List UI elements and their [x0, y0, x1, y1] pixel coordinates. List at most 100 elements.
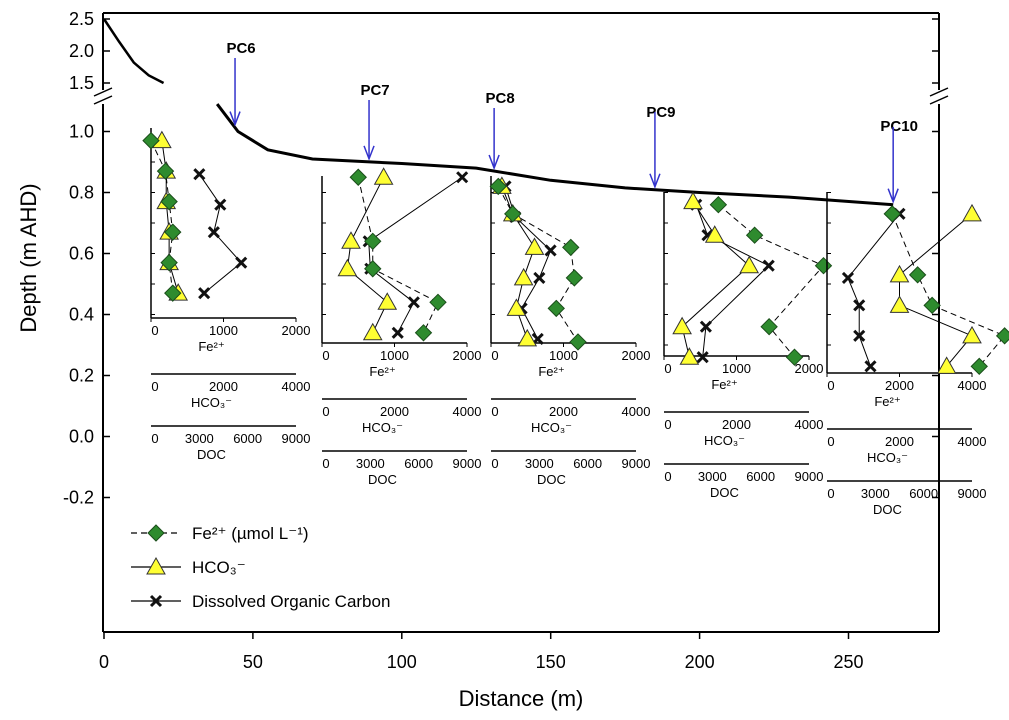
x-tick-label: 250: [833, 652, 863, 672]
doc-marker: [456, 171, 469, 184]
x-tick-label: 0: [99, 652, 109, 672]
hco3-axis-tick-label: 0: [322, 404, 329, 419]
hco3-axis-tick-label: 4000: [453, 404, 482, 419]
fe-marker: [349, 168, 367, 186]
fe-marker: [429, 293, 447, 312]
doc-axis-title: DOC: [197, 447, 226, 462]
doc-marker: [762, 259, 775, 272]
hco3-axis-title: HCO₃⁻: [531, 420, 572, 435]
legend: Fe²⁺ (µmol L⁻¹) HCO₃⁻ Dissolved Organic Ca…: [131, 524, 390, 611]
hco3-marker: [517, 328, 538, 347]
fe-axis-tick-label: 1000: [380, 348, 409, 363]
doc-marker: [853, 329, 866, 342]
hco3-axis-tick-label: 2000: [722, 417, 751, 432]
hco3-marker: [373, 167, 394, 185]
doc-marker: [193, 168, 206, 181]
fe-axis-tick-label: 1000: [722, 361, 751, 376]
hco3-marker: [889, 295, 910, 313]
legend-label: Dissolved Organic Carbon: [192, 592, 390, 611]
core-arrow-head: [363, 145, 375, 161]
doc-marker: [544, 244, 557, 257]
y-tick-label: 0.2: [69, 366, 94, 386]
hco3-marker: [683, 191, 703, 210]
legend-label: Fe²⁺ (µmol L⁻¹): [192, 524, 309, 543]
doc-axis-tick-label: 3000: [698, 469, 727, 484]
doc-axis-tick-label: 6000: [404, 456, 433, 471]
hco3-axis-tick-label: 4000: [622, 404, 651, 419]
hco3-marker: [962, 325, 982, 344]
hco3-axis-tick-label: 4000: [282, 379, 311, 394]
core-pc10: PC10 0 2000 4000 Fe²⁺ 0 2000 4000 HCO₃⁻ 0 3000 6000…: [826, 118, 1009, 517]
hco3-axis-tick-label: 0: [827, 434, 834, 449]
doc-axis-tick-label: 3000: [356, 456, 385, 471]
x-axis: 0 50 100 150 200 250: [99, 632, 864, 672]
fe-marker: [156, 162, 175, 180]
doc-axis-tick-label: 0: [664, 469, 671, 484]
core-pc6: PC6 0 1000 2000 Fe²⁺ 0 2000 4000 HCO₃⁻ 0 3000 6000 9…: [142, 40, 311, 462]
fe-axis-tick-label: 0: [491, 348, 498, 363]
fe-axis-tick-label: 2000: [885, 378, 914, 393]
hco3-marker: [672, 316, 692, 335]
right-axis-break: [929, 87, 949, 105]
doc-marker: [853, 299, 866, 312]
hco3-marker: [739, 255, 760, 274]
hco3-marker: [377, 292, 398, 310]
hco3-axis-tick-label: 2000: [380, 404, 409, 419]
fe-marker: [414, 324, 433, 342]
doc-marker: [864, 360, 877, 373]
y-axis-title: Depth (m AHD): [16, 183, 41, 332]
doc-axis-tick-label: 0: [491, 456, 498, 471]
fe-axis-tick-label: 1000: [209, 323, 238, 338]
doc-axis-tick-label: 9000: [622, 456, 651, 471]
hco3-axis-title: HCO₃⁻: [362, 420, 403, 435]
core-label: PC7: [360, 82, 389, 99]
core-pc7: PC7 0 1000 2000 Fe²⁺ 0 2000 4000 HCO₃⁻ 0 3000 6000 9…: [321, 82, 482, 487]
fe-axis-tick-label: 0: [322, 348, 329, 363]
fe-axis-tick-label: 2000: [795, 361, 824, 376]
doc-axis-tick-label: 3000: [525, 456, 554, 471]
doc-axis-tick-label: 6000: [909, 486, 938, 501]
doc-series-line: [847, 213, 900, 367]
doc-axis-tick-label: 6000: [746, 469, 775, 484]
fe-marker: [147, 524, 165, 542]
fe-marker: [908, 266, 927, 284]
y-tick-label: 2.5: [69, 9, 94, 29]
fe-axis-tick-label: 0: [827, 378, 834, 393]
doc-axis-tick-label: 3000: [185, 431, 214, 446]
doc-marker: [235, 256, 248, 269]
fe-marker: [970, 357, 988, 376]
ground-line-lower: [215, 103, 894, 207]
fe-marker: [565, 269, 584, 287]
hco3-marker: [362, 322, 383, 341]
fe-series-line: [718, 204, 825, 358]
ground-line-upper: [102, 18, 165, 85]
fe-axis-tick-label: 2000: [622, 348, 651, 363]
doc-marker: [149, 594, 163, 608]
fe-series-line: [357, 177, 439, 334]
y-tick-label: 2.0: [69, 41, 94, 61]
core-label: PC9: [646, 104, 675, 121]
hco3-axis-tick-label: 2000: [209, 379, 238, 394]
doc-axis-tick-label: 0: [151, 431, 158, 446]
hco3-axis-tick-label: 4000: [795, 417, 824, 432]
fe-axis-tick-label: 4000: [958, 378, 987, 393]
fe-marker: [569, 333, 587, 351]
fe-axis-tick-label: 2000: [282, 323, 311, 338]
core-arrow-head: [229, 111, 241, 127]
fe-marker: [923, 296, 941, 315]
hco3-marker: [341, 231, 361, 249]
fe-marker: [489, 177, 507, 196]
core-arrow-head: [887, 188, 899, 204]
y-tick-label: 0.8: [69, 183, 94, 203]
ground-surface: [102, 18, 894, 207]
x-tick-label: 150: [536, 652, 566, 672]
legend-label: HCO₃⁻: [192, 558, 246, 577]
fe-marker: [745, 226, 764, 244]
fe-marker: [785, 348, 804, 366]
hco3-series-line: [681, 201, 750, 358]
y-tick-label: -0.2: [63, 488, 94, 508]
fe-axis-title: Fe²⁺: [538, 364, 564, 379]
fe-marker: [364, 260, 382, 278]
left-axis-break: [93, 87, 113, 105]
